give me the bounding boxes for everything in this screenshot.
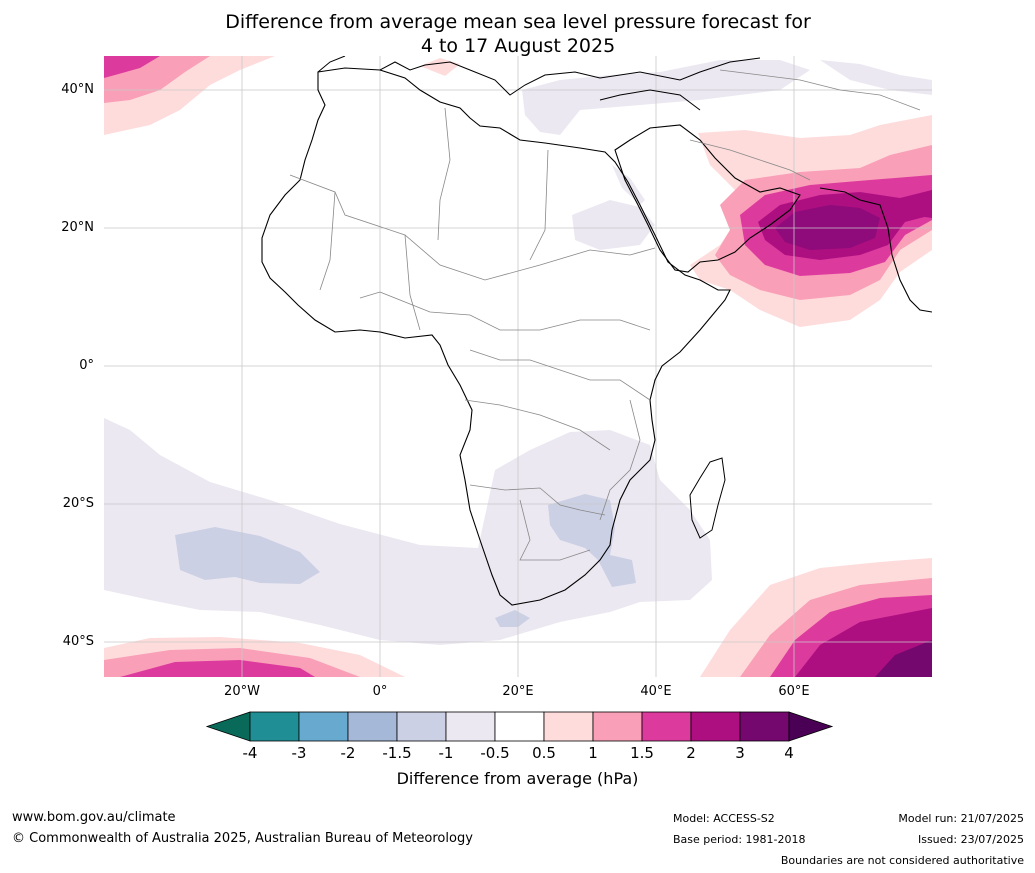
colorbar-tick-label: 3	[735, 744, 745, 762]
anomaly-region-sahara-neg-0.5	[572, 200, 655, 250]
anomaly-region-mediterranean-neg-0.5	[522, 60, 810, 135]
colorbar-tick-label: -3	[291, 744, 307, 762]
anomaly-region-north-neg-0.5	[820, 60, 932, 95]
anomaly-region-red-sea-neg-0.5	[612, 165, 645, 205]
anomaly-region-south-indian-pos-3	[875, 640, 932, 677]
footer-copyright: © Commonwealth of Australia 2025, Austra…	[12, 831, 473, 846]
anomaly-region-south-atlantic-pos-1.5	[120, 660, 315, 677]
europe-coastline	[317, 56, 761, 111]
colorbar-tick-label: -2	[340, 744, 356, 762]
footer-base-period: Base period: 1981-2018	[673, 833, 806, 846]
map-title-line-2: 4 to 17 August 2025	[420, 35, 616, 57]
colorbar-tick-label: 1.5	[630, 744, 654, 762]
anomaly-region-cape-neg-1	[495, 610, 530, 627]
colorbar-tick-label: -1	[438, 744, 454, 762]
colorbar-tick-label: 1	[588, 744, 598, 762]
lon-label-40e: 40°E	[640, 684, 672, 699]
anomaly-region-south-atlantic-neg-0.5	[104, 418, 712, 645]
map-graticule	[104, 56, 932, 677]
footer-issued: Issued: 23/07/2025	[917, 833, 1024, 846]
footer-url: www.bom.gov.au/climate	[12, 810, 176, 825]
colorbar-tick-label: -1.5	[382, 744, 412, 762]
india-coastline	[819, 187, 932, 313]
lat-label-40s: 40°S	[62, 634, 94, 649]
colorbar-tick-label: -4	[242, 744, 258, 762]
lon-label-20e: 20°E	[502, 684, 534, 699]
colorbar-tick-label: 0.5	[532, 744, 556, 762]
lon-label-0: 0°	[372, 684, 388, 699]
lon-label-60e: 60°E	[778, 684, 810, 699]
footer-model-run: Model run: 21/07/2025	[898, 812, 1024, 825]
anomaly-region-arabian-sea-pos-3	[775, 205, 880, 250]
anomaly-region-india-inner-pos	[905, 190, 932, 218]
arabia-coastline	[614, 124, 801, 273]
colorbar-tick-label: 4	[784, 744, 794, 762]
country-borders	[289, 69, 921, 561]
footer-disclaimer: Boundaries are not considered authoritat…	[780, 854, 1024, 867]
colorbar-tick-label: -0.5	[480, 744, 510, 762]
lat-label-0: 0°	[79, 358, 94, 373]
lon-label-20w: 20°W	[224, 684, 260, 699]
lat-label-40n: 40°N	[61, 82, 94, 97]
africa-coastline	[261, 67, 731, 606]
madagascar-coastline	[689, 457, 726, 539]
anomaly-region-south-atlantic-neg-1	[175, 527, 320, 584]
colorbar-tick-label: 2	[686, 744, 696, 762]
anomaly-region-northwest-pos-1.5	[104, 56, 160, 78]
map-title-line-1: Difference from average mean sea level p…	[225, 11, 811, 33]
anomaly-region-southern-africa-neg-1	[548, 494, 636, 587]
footer-model: Model: ACCESS-S2	[673, 812, 775, 825]
colorbar-title: Difference from average (hPa)	[396, 769, 639, 788]
lat-label-20s: 20°S	[62, 496, 94, 511]
lat-label-20n: 20°N	[61, 220, 94, 235]
